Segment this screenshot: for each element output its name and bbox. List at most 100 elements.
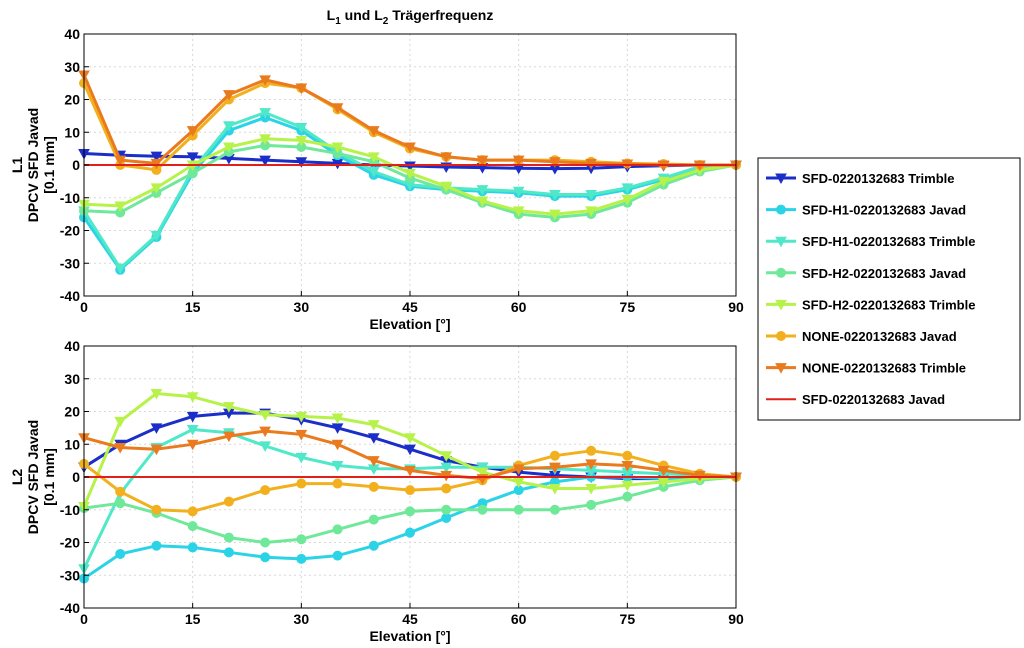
l1-y-axis-label-line-3: [0.1 mm] bbox=[41, 136, 57, 194]
l1-y-axis-label-line-2: DPCV SFD Javad bbox=[25, 108, 41, 222]
legend-entry-sfd-h1-0220132683-javad: SFD-H1-0220132683 Javad bbox=[766, 203, 966, 218]
l1-point-sfd-h2-0220132683-trimble-50 bbox=[440, 181, 453, 193]
l2-point-none-0220132683-trimble-5 bbox=[114, 443, 127, 454]
l1-point-sfd-h2-0220132683-trimble-30 bbox=[295, 135, 308, 147]
l2-y-axis-label: L2DPCV SFD Javad[0.1 mm] bbox=[9, 420, 57, 534]
l2-series-sfd-h2-0220132683-javad bbox=[79, 472, 741, 548]
l1-point-none-0220132683-trimble-25 bbox=[259, 75, 271, 86]
l1-ytick-label-30: 30 bbox=[64, 59, 80, 75]
l2-point-sfd-h2-0220132683-trimble-45 bbox=[404, 433, 416, 444]
legend-entry-sfd-h1-0220132683-trimble: SFD-H1-0220132683 Trimble bbox=[766, 234, 975, 249]
legend-entry-none-0220132683-trimble: NONE-0220132683 Trimble bbox=[766, 361, 966, 376]
legend-label: SFD-H1-0220132683 Javad bbox=[802, 203, 966, 218]
l1-point-none-0220132683-trimble-60 bbox=[512, 155, 525, 167]
legend-swatch-marker bbox=[775, 236, 787, 248]
l1-point-sfd-h2-0220132683-trimble-35 bbox=[331, 142, 344, 154]
l1-point-sfd-h1-0220132683-trimble-5 bbox=[114, 263, 127, 275]
l1-point-sfd-h1-0220132683-trimble-75 bbox=[621, 183, 634, 194]
l2-point-none-0220132683-trimble-20 bbox=[223, 431, 235, 443]
l2-xtick-label-0: 0 bbox=[80, 611, 88, 627]
l2-point-sfd-0220132683-trimble-15 bbox=[186, 411, 199, 423]
l1-panel: 0 15 30 45 60 75 90 -40 -30 -20 -10 0 10 20 30 40 Elevat… bbox=[9, 26, 744, 332]
l1-point-none-0220132683-trimble-50 bbox=[440, 152, 453, 163]
l2-point-sfd-h2-0220132683-javad-40 bbox=[368, 514, 379, 525]
l1-y-axis-label: L1DPCV SFD Javad[0.1 mm] bbox=[9, 108, 57, 222]
l2-point-sfd-h1-0220132683-javad-35 bbox=[332, 550, 343, 561]
l2-xtick-label-60: 60 bbox=[511, 611, 527, 627]
l2-ytick-label--10: -10 bbox=[60, 502, 80, 518]
l2-point-none-0220132683-javad-30 bbox=[296, 478, 307, 489]
l1-point-none-0220132683-trimble-70 bbox=[585, 158, 597, 170]
l1-point-none-0220132683-trimble-5 bbox=[114, 155, 127, 167]
l2-point-none-0220132683-javad-15 bbox=[187, 506, 198, 517]
l1-point-sfd-h1-0220132683-trimble-60 bbox=[512, 186, 525, 198]
l2-xtick-label-90: 90 bbox=[728, 611, 744, 627]
l1-point-none-0220132683-trimble-40 bbox=[367, 126, 380, 137]
l2-ytick-label-30: 30 bbox=[64, 371, 80, 387]
l1-point-sfd-h2-0220132683-trimble-60 bbox=[512, 206, 525, 217]
l2-point-none-0220132683-trimble-30 bbox=[295, 429, 308, 441]
l2-panel: 0 15 30 45 60 75 90 -40 -30 -20 -10 0 10 20 30 40 Elevat… bbox=[9, 338, 744, 644]
legend-label: SFD-H1-0220132683 Trimble bbox=[802, 234, 975, 249]
l2-point-none-0220132683-javad-35 bbox=[332, 478, 343, 489]
l2-point-sfd-h2-0220132683-trimble-25 bbox=[259, 410, 271, 421]
l1-ytick-label-0: 0 bbox=[72, 157, 80, 173]
l2-point-sfd-h2-0220132683-trimble-50 bbox=[440, 451, 453, 462]
l1-point-sfd-0220132683-trimble-30 bbox=[295, 157, 308, 168]
l1-point-sfd-h2-0220132683-trimble-80 bbox=[657, 176, 670, 188]
l2-point-sfd-h2-0220132683-javad-65 bbox=[549, 504, 560, 515]
l1-point-sfd-h1-0220132683-trimble-10 bbox=[150, 230, 163, 242]
l2-point-none-0220132683-trimble-15 bbox=[186, 439, 199, 451]
l2-point-sfd-h1-0220132683-trimble-25 bbox=[259, 441, 271, 452]
l2-point-sfd-h1-0220132683-javad-20 bbox=[223, 547, 234, 558]
l2-point-sfd-h1-0220132683-javad-30 bbox=[296, 553, 307, 564]
legend-entry-sfd-0220132683-trimble: SFD-0220132683 Trimble bbox=[766, 171, 954, 186]
l2-point-sfd-h2-0220132683-javad-50 bbox=[441, 504, 452, 515]
legend-label: NONE-0220132683 Trimble bbox=[802, 361, 966, 376]
figure-title: L1 und L2 Trägerfrequenz bbox=[327, 7, 494, 27]
l1-ytick-label--40: -40 bbox=[60, 288, 80, 304]
l1-point-sfd-h1-0220132683-trimble-65 bbox=[549, 189, 561, 201]
l2-point-sfd-h1-0220132683-trimble-50 bbox=[440, 462, 453, 474]
l2-point-sfd-h2-0220132683-trimble-75 bbox=[621, 480, 634, 492]
l2-point-none-0220132683-trimble-50 bbox=[440, 470, 453, 482]
l1-point-sfd-h1-0220132683-trimble-30 bbox=[295, 122, 308, 134]
l2-point-sfd-h1-0220132683-trimble-35 bbox=[331, 461, 344, 472]
legend-entry-sfd-h2-0220132683-trimble: SFD-H2-0220132683 Trimble bbox=[766, 297, 975, 312]
l2-point-none-0220132683-trimble-70 bbox=[585, 459, 597, 470]
l2-point-sfd-h2-0220132683-javad-70 bbox=[586, 499, 597, 510]
l1-point-none-0220132683-trimble-35 bbox=[331, 103, 344, 114]
l2-ytick-label--30: -30 bbox=[60, 567, 80, 583]
l1-ytick-label--10: -10 bbox=[60, 190, 80, 206]
l1-point-sfd-h1-0220132683-trimble-55 bbox=[476, 185, 489, 196]
l2-point-none-0220132683-trimble-45 bbox=[404, 465, 416, 477]
l2-point-sfd-h1-0220132683-javad-10 bbox=[151, 540, 162, 551]
l2-point-sfd-h2-0220132683-javad-35 bbox=[332, 524, 343, 535]
l1-point-sfd-h2-0220132683-trimble-55 bbox=[476, 196, 489, 208]
l2-y-axis-label-line-2: DPCV SFD Javad bbox=[25, 420, 41, 534]
legend-label: SFD-H2-0220132683 Javad bbox=[802, 266, 966, 281]
l2-point-none-0220132683-trimble-80 bbox=[657, 465, 670, 477]
l1-x-axis-label: Elevation [°] bbox=[369, 316, 450, 332]
l1-point-sfd-h1-0220132683-trimble-25 bbox=[259, 108, 271, 119]
l1-point-sfd-h2-0220132683-trimble-75 bbox=[621, 194, 634, 206]
l2-point-sfd-h2-0220132683-javad-15 bbox=[187, 521, 198, 532]
l2-point-sfd-h1-0220132683-trimble-30 bbox=[295, 452, 308, 464]
l2-point-sfd-0220132683-trimble-45 bbox=[404, 444, 416, 456]
l2-point-sfd-h1-0220132683-javad-50 bbox=[441, 512, 452, 523]
l2-point-sfd-h1-0220132683-javad-5 bbox=[115, 548, 126, 559]
l2-point-none-0220132683-javad-40 bbox=[368, 481, 379, 492]
l2-point-none-0220132683-javad-70 bbox=[586, 445, 597, 456]
l1-xtick-label-75: 75 bbox=[620, 299, 636, 315]
l2-ytick-label-0: 0 bbox=[72, 469, 80, 485]
l2-point-sfd-h2-0220132683-trimble-70 bbox=[585, 483, 597, 495]
l2-point-none-0220132683-trimble-25 bbox=[259, 426, 271, 438]
l2-point-sfd-h1-0220132683-javad-40 bbox=[368, 540, 379, 551]
l2-y-axis-label-line-1: L2 bbox=[9, 469, 25, 486]
l2-point-sfd-h1-0220132683-javad-25 bbox=[260, 552, 271, 563]
legend-label: SFD-0220132683 Trimble bbox=[802, 171, 954, 186]
l1-ytick-label-40: 40 bbox=[64, 26, 80, 42]
l1-point-none-0220132683-trimble-20 bbox=[223, 90, 235, 101]
l1-point-sfd-h2-0220132683-trimble-20 bbox=[223, 142, 235, 154]
